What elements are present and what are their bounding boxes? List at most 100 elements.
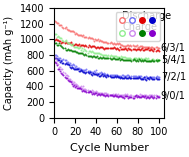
Point (112, 95, 115, 97)
Point (125, 94, 128, 96)
Point (76, 46, 79, 48)
Point (116, 96, 119, 99)
Point (91, 92, 94, 95)
Point (154, 46, 157, 49)
Point (128, 48, 131, 50)
Point (133, 77, 136, 79)
Point (81, 52, 84, 54)
Point (149, 75, 152, 78)
Point (119, 75, 122, 77)
Point (137, 58, 140, 61)
Point (88, 90, 91, 93)
Point (62, 40, 65, 43)
Point (123, 59, 126, 61)
Point (112, 42, 115, 45)
Point (64, 41, 67, 44)
Point (106, 47, 109, 49)
Point (156, 47, 159, 49)
Point (119, 93, 122, 96)
Point (107, 54, 110, 56)
Point (107, 74, 110, 77)
Point (87, 36, 90, 38)
Point (65, 61, 68, 64)
Point (147, 47, 150, 49)
Point (103, 53, 106, 56)
Point (117, 42, 120, 45)
Point (135, 96, 138, 98)
Point (139, 60, 142, 62)
Point (76, 84, 79, 86)
Point (70, 64, 73, 66)
Point (151, 78, 154, 80)
Point (106, 72, 109, 75)
Point (62, 58, 65, 61)
Point (97, 56, 100, 59)
Point (117, 56, 120, 59)
Point (134, 60, 137, 62)
Point (128, 76, 131, 78)
Point (153, 76, 156, 78)
Point (80, 87, 83, 90)
Point (90, 50, 93, 53)
Point (99, 72, 102, 75)
Point (114, 55, 117, 57)
Point (101, 93, 104, 95)
Point (152, 47, 155, 49)
Point (140, 77, 143, 79)
Point (122, 74, 125, 76)
Point (129, 44, 132, 47)
Point (149, 60, 152, 62)
Point (85, 54, 88, 56)
Point (153, 59, 156, 62)
Point (116, 75, 119, 78)
Point (157, 96, 160, 98)
Point (97, 93, 100, 95)
Point (74, 50, 77, 53)
Point (70, 43, 73, 46)
Point (100, 40, 103, 43)
Point (90, 89, 93, 92)
Point (92, 70, 95, 72)
Point (90, 93, 93, 95)
Text: Charge: Charge (122, 22, 157, 32)
Point (123, 93, 126, 96)
Point (153, 48, 156, 51)
Point (104, 95, 107, 97)
Point (146, 96, 149, 98)
Point (112, 74, 115, 76)
Point (127, 57, 130, 60)
Point (68, 42, 71, 45)
Point (107, 47, 110, 50)
Point (82, 89, 85, 92)
Point (60, 72, 63, 75)
Point (143, 96, 146, 99)
Point (137, 48, 140, 50)
Point (147, 95, 150, 98)
Point (129, 94, 132, 96)
Point (81, 35, 84, 37)
Point (130, 58, 133, 60)
Point (111, 93, 114, 95)
Point (59, 61, 62, 63)
Point (94, 47, 97, 49)
Point (141, 95, 144, 97)
Point (138, 75, 141, 77)
Point (123, 47, 126, 50)
Point (68, 66, 71, 69)
Point (65, 63, 68, 65)
Point (121, 58, 124, 60)
Point (133, 95, 136, 97)
Point (93, 91, 96, 94)
Point (91, 71, 94, 74)
Point (124, 95, 127, 97)
Point (98, 57, 101, 60)
Point (121, 96, 124, 98)
Point (128, 94, 131, 97)
Point (104, 46, 107, 49)
Point (134, 94, 137, 97)
Point (144, 46, 147, 48)
Point (80, 52, 83, 54)
Point (107, 57, 110, 59)
Point (101, 57, 104, 59)
Point (59, 24, 62, 27)
